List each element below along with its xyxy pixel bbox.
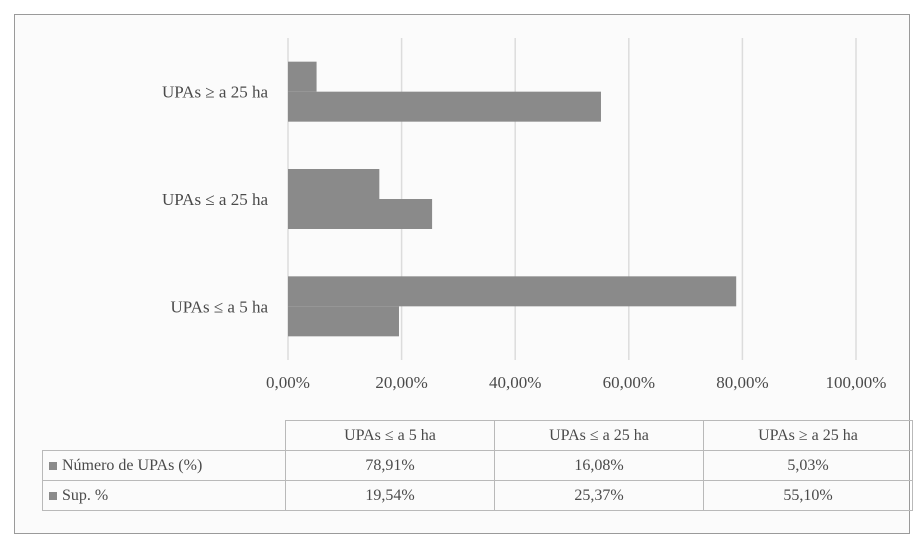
bar-chart: 0,00% 20,00% 40,00% 60,00% 80,00% 100,00% UPAs…: [162, 38, 887, 392]
bar: [288, 91, 601, 122]
table-row-label: Número de UPAs (%): [42, 450, 286, 481]
table-cell: 78,91%: [285, 450, 495, 481]
table-row-label: Sup. %: [42, 480, 286, 511]
series-name: Número de UPAs (%): [62, 456, 203, 474]
series-name: Sup. %: [62, 486, 109, 504]
x-tick-label: 40,00%: [489, 373, 541, 392]
table-header-cell: UPAs ≤ a 25 ha: [494, 420, 704, 451]
x-tick-label: 20,00%: [375, 373, 427, 392]
bar: [288, 169, 380, 199]
data-table: UPAs ≤ a 5 ha UPAs ≤ a 25 ha UPAs ≥ a 25…: [42, 420, 913, 511]
table-cell: 19,54%: [285, 480, 495, 511]
table-cell: 5,03%: [703, 450, 913, 481]
bar: [288, 61, 317, 92]
table-cell: 16,08%: [494, 450, 704, 481]
table-header-row: UPAs ≤ a 5 ha UPAs ≤ a 25 ha UPAs ≥ a 25…: [43, 420, 913, 451]
table-row: Sup. % 19,54% 25,37% 55,10%: [42, 480, 913, 511]
x-tick-label: 0,00%: [266, 373, 310, 392]
table-row: Número de UPAs (%) 78,91% 16,08% 5,03%: [42, 450, 913, 481]
bar: [288, 276, 737, 307]
table-header-cell: UPAs ≥ a 25 ha: [703, 420, 913, 451]
legend-swatch: [49, 491, 57, 500]
table-header-cell: UPAs ≤ a 5 ha: [285, 420, 495, 451]
x-tick-label: 80,00%: [716, 373, 768, 392]
table-cell: 25,37%: [494, 480, 704, 511]
category-label: UPAs ≤ a 25 ha: [162, 190, 268, 209]
category-label: UPAs ≥ a 25 ha: [162, 83, 268, 102]
bar: [288, 199, 433, 229]
category-label: UPAs ≤ a 5 ha: [171, 297, 269, 316]
legend-swatch: [49, 461, 57, 470]
table-corner-cell: [43, 421, 286, 451]
table-cell: 55,10%: [703, 480, 913, 511]
x-tick-label: 60,00%: [603, 373, 655, 392]
x-tick-label: 100,00%: [826, 373, 887, 392]
bar: [288, 306, 399, 337]
